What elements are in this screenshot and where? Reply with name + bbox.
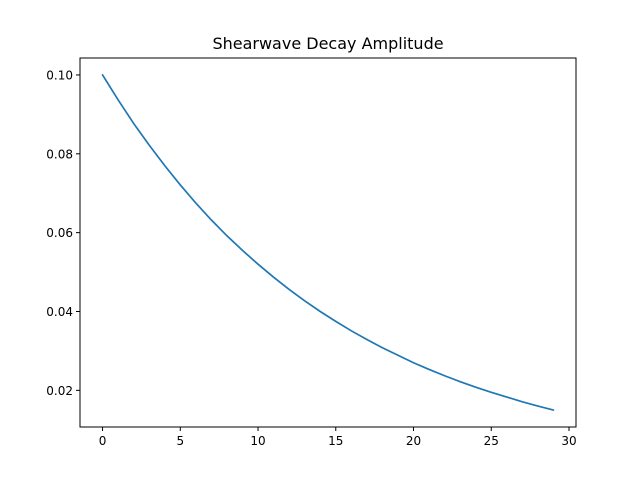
y-tick-label: 0.06 xyxy=(46,226,73,240)
x-tick-label: 0 xyxy=(99,434,107,448)
x-axis: 0 5 10 15 20 25 30 xyxy=(99,427,577,448)
y-axis: 0.02 0.04 0.06 0.08 0.10 xyxy=(46,68,80,398)
axes-frame xyxy=(79,57,577,428)
x-tick-label: 30 xyxy=(561,434,576,448)
chart-title: Shearwave Decay Amplitude xyxy=(212,34,443,53)
y-tick-label: 0.08 xyxy=(46,147,73,161)
plot-area xyxy=(101,74,555,411)
y-tick-label: 0.02 xyxy=(46,384,73,398)
x-tick-label: 15 xyxy=(328,434,343,448)
y-tick-label: 0.04 xyxy=(46,305,73,319)
series-line xyxy=(101,74,555,411)
x-tick-label: 20 xyxy=(406,434,421,448)
x-tick-label: 25 xyxy=(484,434,499,448)
y-tick-label: 0.10 xyxy=(46,68,73,82)
x-tick-label: 5 xyxy=(176,434,184,448)
x-tick-label: 10 xyxy=(250,434,265,448)
